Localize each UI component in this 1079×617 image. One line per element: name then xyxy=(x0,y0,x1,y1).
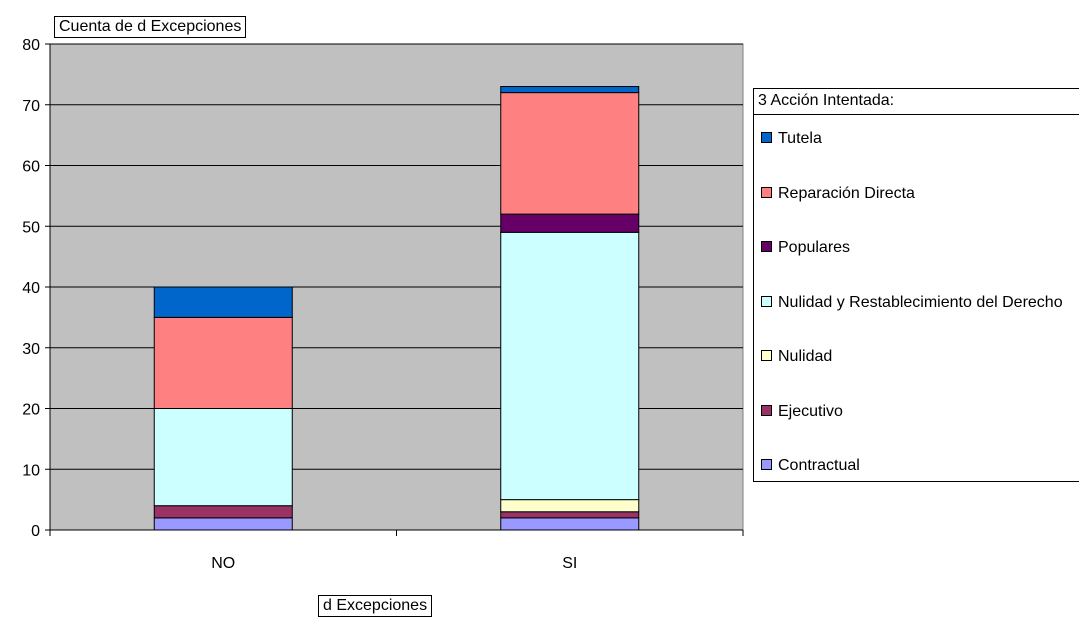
bar-segment xyxy=(154,287,292,317)
y-tick-label: 50 xyxy=(22,219,40,236)
legend-label: Tutela xyxy=(778,129,1079,148)
legend-label: Contractual xyxy=(778,456,1079,475)
x-axis-label: d Excepciones xyxy=(318,595,432,617)
bar-segment xyxy=(501,512,639,518)
legend-title-divider xyxy=(754,114,1079,115)
legend-swatch xyxy=(761,405,772,416)
bar-segment xyxy=(501,500,639,512)
legend-swatch xyxy=(761,350,772,361)
y-tick-label: 70 xyxy=(22,98,40,115)
legend-swatch xyxy=(761,132,772,143)
bar-segment xyxy=(154,317,292,408)
bar-segment xyxy=(501,214,639,232)
y-tick-label: 10 xyxy=(22,462,40,479)
chart-title: Cuenta de d Excepciones xyxy=(54,16,246,38)
y-tick-label: 40 xyxy=(22,280,40,297)
x-tick-label: NO xyxy=(211,555,235,572)
bar-segment xyxy=(501,87,639,93)
bar-segment xyxy=(154,409,292,506)
legend-label: Nulidad xyxy=(778,347,1079,366)
y-tick-label: 80 xyxy=(22,37,40,54)
legend-label: Ejecutivo xyxy=(778,402,1079,421)
bar-segment xyxy=(501,232,639,499)
bar-segment xyxy=(501,93,639,215)
legend-label: Populares xyxy=(778,238,1079,257)
legend-label: Reparación Directa xyxy=(778,184,1079,203)
legend-title: 3 Acción Intentada: xyxy=(758,91,894,111)
legend-swatch xyxy=(761,241,772,252)
y-tick-label: 60 xyxy=(22,159,40,176)
y-tick-label: 30 xyxy=(22,341,40,358)
bar-segment xyxy=(501,518,639,530)
bar-segment xyxy=(154,506,292,518)
legend-label: Nulidad y Restablecimiento del Derecho xyxy=(778,293,1079,312)
y-tick-label: 20 xyxy=(22,402,40,419)
bar-segment xyxy=(154,518,292,530)
legend-swatch xyxy=(761,187,772,198)
legend-swatch xyxy=(761,459,772,470)
legend: 3 Acción Intentada: Tutela Reparación Dir… xyxy=(753,88,1079,482)
x-tick-label: SI xyxy=(562,555,577,572)
y-tick-label: 0 xyxy=(31,523,40,540)
legend-swatch xyxy=(761,296,772,307)
